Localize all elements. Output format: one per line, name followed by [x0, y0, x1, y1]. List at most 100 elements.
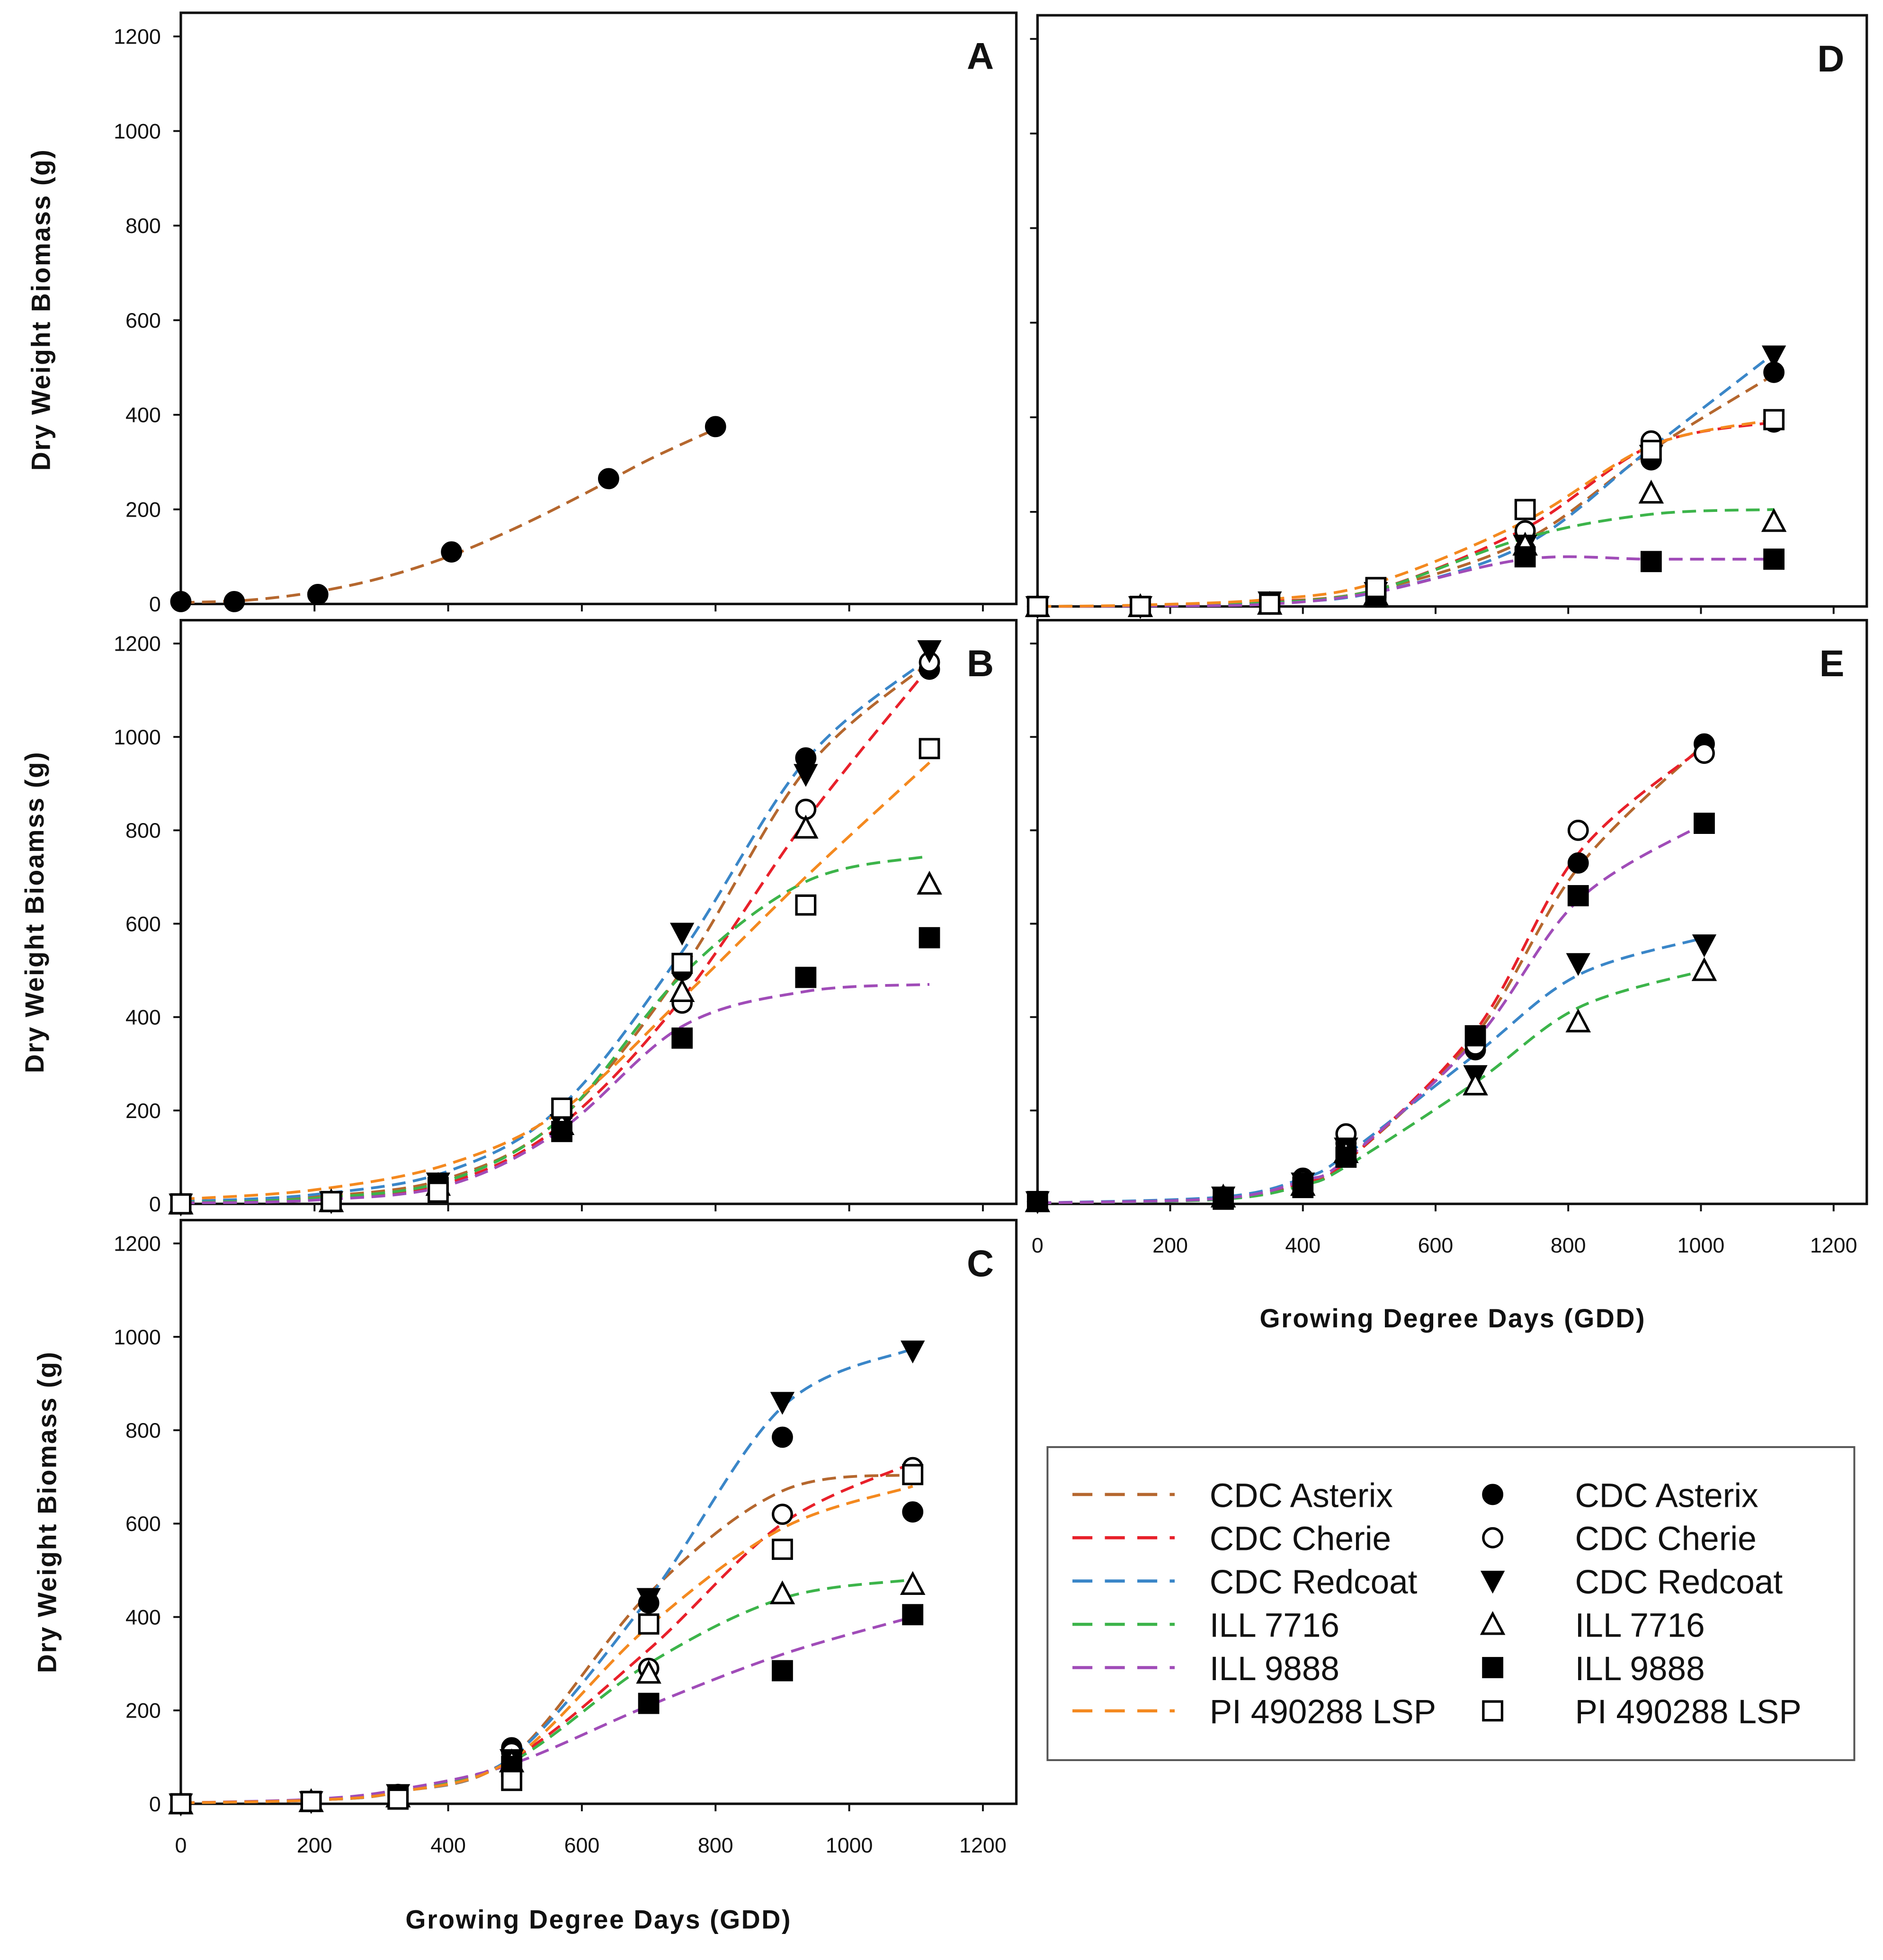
- curve-cdc-asterix: [180, 428, 716, 604]
- plot-frame: [1036, 619, 1868, 1205]
- x-axis-label-E: Growing Degree Days (GDD): [1260, 1304, 1646, 1333]
- x-tick-label: 400: [430, 1834, 466, 1857]
- curve-ill-9888: [180, 983, 930, 1205]
- point-cdc-asterix: [307, 584, 329, 605]
- x-tick-label: 0: [1032, 1234, 1044, 1257]
- panel-A: 0 200 400 600 800 1000 1200 A: [114, 11, 1018, 616]
- y-tick-label: 800: [125, 1419, 161, 1442]
- point-cdc-redcoat: [636, 1588, 661, 1611]
- legend-marker-label: CDC Cherie: [1575, 1521, 1756, 1558]
- y-axis-label-A: Dry Weight Biomass (g): [26, 149, 55, 471]
- point-ill-7716: [917, 870, 942, 895]
- point-pi-490288-lsp: [387, 1788, 409, 1810]
- legend-line-label: ILL 9888: [1210, 1650, 1339, 1688]
- point-cdc-asterix: [705, 416, 726, 438]
- point-pi-490288-lsp: [1763, 409, 1785, 430]
- point-cdc-redcoat: [770, 1392, 795, 1415]
- point-ill-7716: [1691, 957, 1717, 981]
- panel-C: 0 200 400 600 800 1000 1200 0 200 400 600 800 1000 12…: [114, 1218, 1018, 1857]
- y-tick-label: 800: [125, 214, 161, 238]
- point-pi-490288-lsp: [1026, 596, 1048, 618]
- y-tick-label: 400: [125, 1006, 161, 1029]
- legend-line-label: PI 490288 LSP: [1210, 1693, 1436, 1731]
- panel-label: E: [1820, 642, 1845, 684]
- x-tick-label: 800: [698, 1834, 733, 1857]
- point-pi-490288-lsp: [1514, 499, 1536, 520]
- point-ill-9888: [902, 1604, 924, 1626]
- plot-frame: [179, 1218, 1018, 1805]
- point-ill-9888: [1640, 551, 1662, 573]
- point-ill-7716: [1463, 1071, 1488, 1096]
- y-axis-label-B: Dry Weight Bioamss (g): [20, 751, 49, 1074]
- y-tick-label: 200: [125, 1099, 161, 1123]
- point-pi-490288-lsp: [902, 1464, 924, 1486]
- point-cdc-redcoat: [670, 922, 695, 946]
- point-pi-490288-lsp: [170, 1793, 192, 1815]
- x-tick-label: 1200: [959, 1834, 1007, 1857]
- y-tick-label: 1000: [114, 725, 161, 749]
- plot-frame: [179, 11, 1018, 606]
- legend-marker-pi-490288-lsp: [1482, 1700, 1504, 1722]
- point-cdc-redcoat: [917, 640, 942, 663]
- plot-frame: [179, 619, 1018, 1205]
- point-pi-490288-lsp: [428, 1181, 449, 1203]
- y-tick-label: 1000: [114, 119, 161, 143]
- legend-marker-ill-7716: [1480, 1611, 1506, 1635]
- legend-line-label: CDC Cherie: [1210, 1521, 1391, 1558]
- panel-label: B: [967, 642, 994, 684]
- x-tick-label: 0: [175, 1834, 187, 1857]
- point-cdc-cherie: [772, 1504, 793, 1525]
- point-cdc-redcoat: [901, 1340, 925, 1364]
- point-ill-9888: [638, 1692, 660, 1714]
- legend-marker-label: CDC Asterix: [1575, 1477, 1758, 1514]
- panel-label: D: [1817, 37, 1844, 80]
- legend-marker-ill-9888: [1482, 1657, 1504, 1678]
- point-pi-490288-lsp: [501, 1770, 523, 1791]
- point-cdc-redcoat: [1566, 953, 1590, 976]
- point-pi-490288-lsp: [170, 1193, 192, 1215]
- point-ill-9888: [1694, 813, 1715, 834]
- point-pi-490288-lsp: [1365, 577, 1387, 599]
- y-tick-label: 200: [125, 498, 161, 521]
- y-tick-label: 1200: [114, 632, 161, 656]
- point-ill-7716: [1761, 508, 1787, 532]
- x-tick-label: 200: [1152, 1234, 1188, 1257]
- plot-frame: [1036, 14, 1868, 608]
- y-tick-label: 800: [125, 819, 161, 842]
- point-cdc-asterix: [598, 468, 619, 490]
- x-tick-label: 1200: [1810, 1234, 1857, 1257]
- point-ill-9888: [1026, 1190, 1048, 1212]
- y-tick-label: 0: [149, 1192, 161, 1216]
- panel-B: 0 200 400 600 800 1000 1200 B: [114, 619, 1018, 1217]
- legend-line-label: ILL 7716: [1210, 1607, 1339, 1644]
- x-tick-label: 1000: [1678, 1234, 1725, 1257]
- curve-pi-490288-lsp: [180, 761, 930, 1201]
- point-cdc-asterix: [1567, 852, 1589, 874]
- point-ill-7716: [1638, 479, 1664, 504]
- curve-cdc-cherie: [180, 666, 931, 1204]
- point-pi-490288-lsp: [795, 894, 817, 916]
- y-tick-label: 1200: [114, 1232, 161, 1256]
- y-tick-label: 1200: [114, 25, 161, 49]
- x-tick-label: 600: [1418, 1234, 1454, 1257]
- panel-E: 0 200 400 600 800 1000 1200 E: [1025, 619, 1868, 1257]
- legend-marker-cdc-asterix: [1482, 1484, 1504, 1505]
- x-tick-label: 200: [297, 1834, 332, 1857]
- point-pi-490288-lsp: [1259, 593, 1281, 615]
- point-cdc-asterix: [772, 1426, 793, 1448]
- x-tick-label: 1000: [826, 1834, 873, 1857]
- legend: CDC Asterix CDC Cherie CDC Redcoat ILL 7716…: [1046, 1446, 1856, 1761]
- curve-ill-7716: [1037, 969, 1705, 1205]
- point-cdc-cherie: [1567, 820, 1589, 841]
- legend-marker-label: ILL 9888: [1575, 1650, 1705, 1688]
- panel-D: D: [1025, 14, 1868, 619]
- y-tick-label: 400: [125, 403, 161, 427]
- y-tick-label: 400: [125, 1605, 161, 1629]
- point-ill-9888: [1514, 546, 1536, 568]
- legend-marker-cdc-redcoat: [1480, 1570, 1505, 1594]
- point-ill-9888: [1464, 1025, 1486, 1047]
- point-pi-490288-lsp: [300, 1790, 322, 1812]
- point-cdc-asterix: [441, 541, 463, 563]
- legend-line-label: CDC Redcoat: [1210, 1564, 1418, 1601]
- point-ill-9888: [919, 927, 940, 949]
